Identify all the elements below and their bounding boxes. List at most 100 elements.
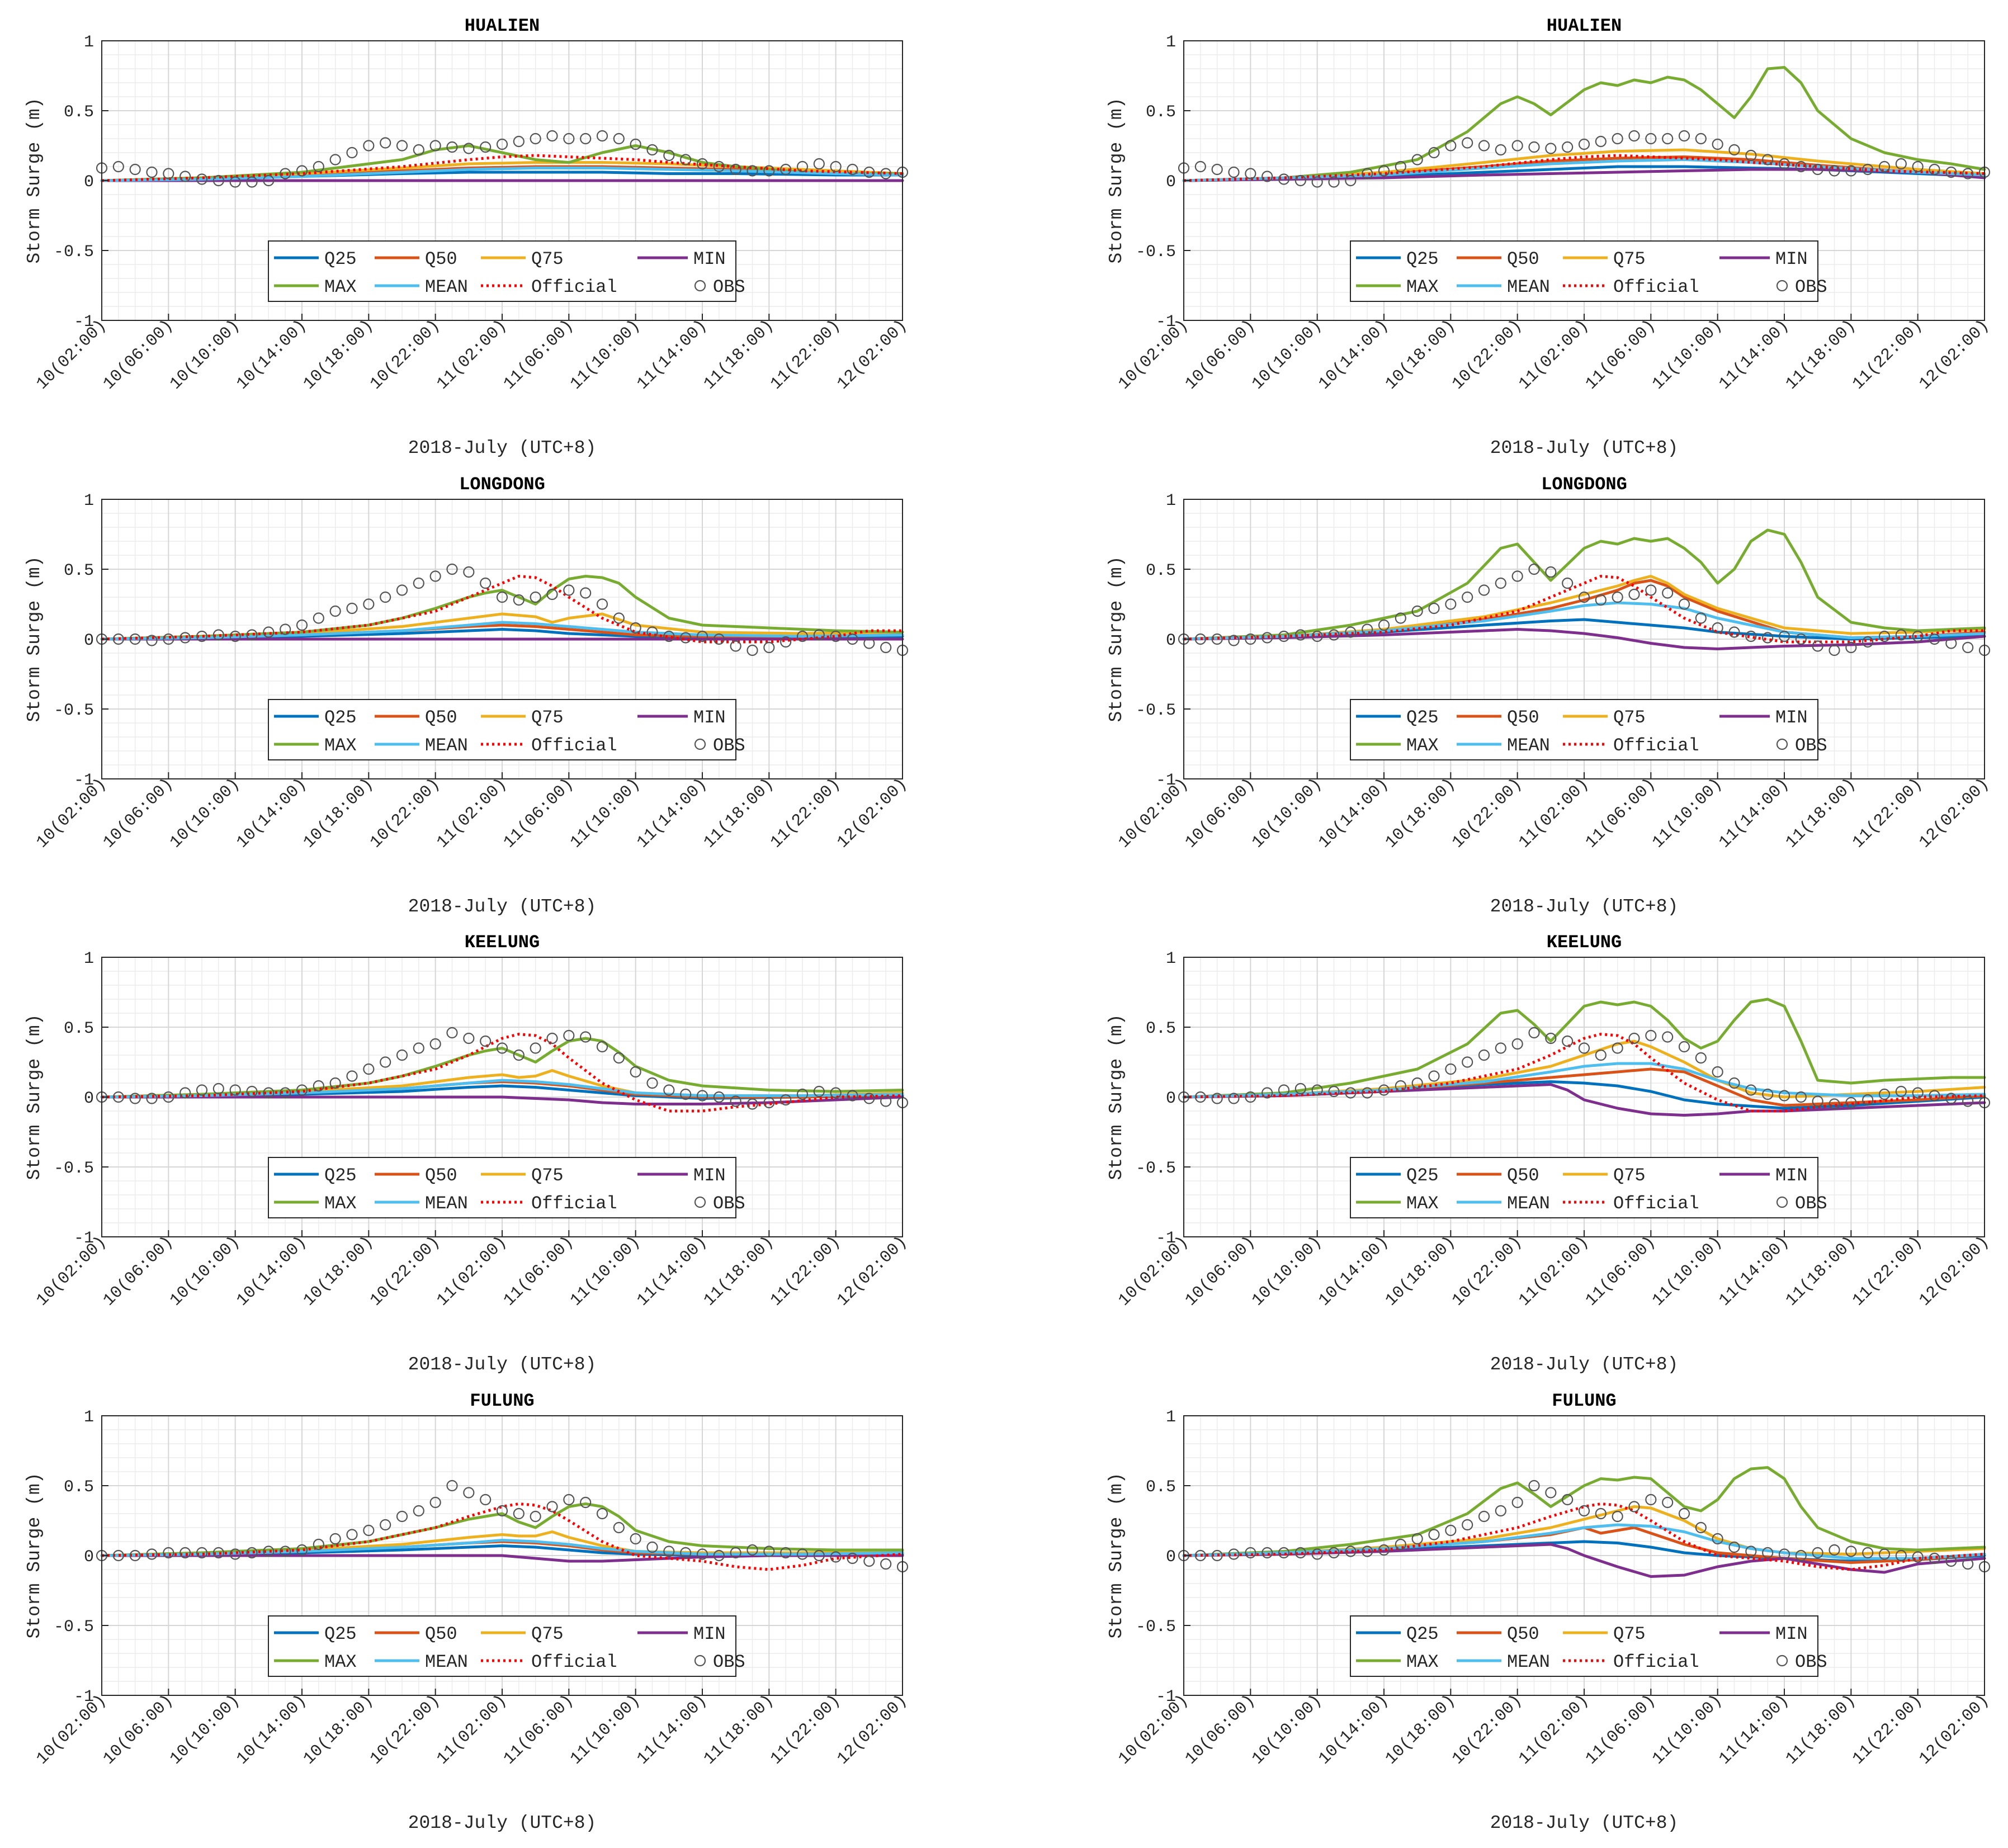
x-tick-label: 11(22:00): [767, 316, 845, 394]
legend-obs-marker: [694, 280, 706, 292]
obs-point: [1662, 1031, 1674, 1043]
x-tick-label: 10(22:00): [1449, 316, 1527, 394]
obs-point: [1478, 584, 1490, 596]
obs-point: [196, 173, 208, 185]
x-tick-label: 12(02:00): [1916, 1233, 1993, 1311]
obs-point: [863, 1555, 875, 1567]
obs-point: [513, 1507, 525, 1520]
x-tick-label: 10(22:00): [367, 775, 445, 853]
y-tick-labels: 1 0.5 0 -0.5 -1: [1136, 1408, 1190, 1707]
series-min-line: [1182, 628, 1986, 650]
x-tick-label: 11(14:00): [634, 1233, 711, 1311]
legend-item-max: MAX: [274, 1193, 357, 1214]
y-axis-label: Storm Surge (m): [1106, 556, 1127, 722]
x-tick-label: 10(06:00): [1182, 1233, 1259, 1311]
x-tick-label: 11(10:00): [1649, 775, 1727, 853]
obs-point: [446, 1027, 458, 1039]
obs-point: [313, 1080, 324, 1092]
y-tick-label: 0.5: [1146, 1478, 1176, 1497]
obs-point: [212, 1083, 224, 1095]
legend-label: MEAN: [425, 1652, 468, 1672]
x-tick-label: 11(14:00): [1716, 775, 1793, 853]
legend-label: OBS: [1795, 277, 1827, 297]
obs-point: [1712, 622, 1723, 634]
obs-point: [1345, 1545, 1357, 1557]
x-tick-label: 10(14:00): [1315, 775, 1393, 853]
legend-label: Official: [531, 735, 617, 756]
obs-point: [1645, 584, 1657, 596]
y-tick-label: -1: [74, 313, 94, 332]
obs-point: [1578, 138, 1590, 150]
obs-point: [880, 641, 892, 654]
legend-label: Official: [1613, 1193, 1699, 1214]
y-tick-labels: 1 0.5 0 -0.5 -1: [1136, 949, 1190, 1248]
obs-point: [530, 1042, 541, 1054]
obs-point: [1511, 1496, 1523, 1509]
obs-point: [329, 605, 341, 617]
obs-point: [646, 626, 658, 638]
series-q75-line: [100, 612, 904, 641]
obs-point: [1562, 577, 1574, 589]
obs-point: [613, 612, 625, 624]
y-axis-label: Storm Surge (m): [1106, 1472, 1127, 1638]
x-tick-label: 11(06:00): [1582, 775, 1660, 853]
obs-point: [212, 629, 224, 641]
legend-label: OBS: [713, 277, 745, 297]
obs-point: [429, 1038, 441, 1050]
legend-item-mean: MEAN: [1457, 735, 1550, 756]
x-tick-label: 11(22:00): [1849, 775, 1927, 853]
x-tick-label: 10(18:00): [300, 1691, 377, 1769]
series-group: [1178, 998, 1991, 1117]
legend-label: MIN: [1775, 249, 1808, 270]
obs-point: [1445, 598, 1457, 610]
obs-point: [1578, 591, 1590, 603]
legend-label: MAX: [324, 277, 357, 297]
obs-point: [1345, 1087, 1357, 1099]
obs-point: [630, 1533, 641, 1545]
obs-point: [1762, 154, 1774, 166]
obs-point: [413, 577, 424, 589]
x-tick-label: 10(18:00): [1382, 316, 1459, 394]
y-tick-label: -0.5: [1136, 1618, 1176, 1637]
obs-point: [1211, 1093, 1223, 1104]
obs-point: [429, 140, 441, 152]
obs-point: [1245, 1547, 1256, 1559]
legend-label: MEAN: [1507, 277, 1550, 297]
obs-point: [530, 1510, 541, 1523]
obs-point: [280, 168, 291, 179]
y-tick-label: 0.5: [64, 561, 94, 580]
obs-point: [646, 1077, 658, 1089]
x-tick-label: 11(02:00): [433, 316, 511, 394]
obs-point: [1262, 632, 1273, 644]
obs-point: [1895, 1549, 1907, 1562]
obs-point: [880, 1558, 892, 1570]
obs-point: [1495, 1505, 1506, 1517]
obs-point: [1445, 1524, 1457, 1537]
obs-point: [1845, 1096, 1857, 1109]
obs-point: [280, 1087, 291, 1099]
x-tick-label: 11(02:00): [1515, 1233, 1593, 1311]
obs-point: [1395, 1080, 1406, 1092]
x-tick-labels: 10(02:00)10(06:00)10(10:00)10(14:00)10(1…: [1115, 1230, 1993, 1310]
x-tick-label: 11(14:00): [1716, 316, 1793, 394]
obs-point: [1628, 588, 1640, 601]
legend-box: [1350, 1157, 1818, 1218]
legend-label: MEAN: [425, 1193, 468, 1214]
obs-point: [1762, 1547, 1774, 1559]
y-tick-label: 0: [1166, 1089, 1176, 1108]
obs-point: [1478, 140, 1490, 152]
obs-point: [830, 1551, 842, 1563]
obs-point: [830, 630, 842, 642]
obs-point: [1278, 173, 1290, 185]
obs-point: [630, 622, 641, 634]
x-tick-label: 10(18:00): [1382, 1233, 1459, 1311]
obs-point: [446, 563, 458, 575]
legend-label: Q50: [1507, 1624, 1539, 1644]
obs-point: [663, 1545, 675, 1557]
obs-point: [480, 1493, 492, 1506]
obs-point: [1612, 1510, 1623, 1523]
obs-point: [179, 171, 191, 182]
obs-point: [1795, 633, 1807, 645]
x-tick-label: 11(10:00): [1649, 316, 1727, 394]
y-tick-label: 0.5: [64, 1019, 94, 1038]
